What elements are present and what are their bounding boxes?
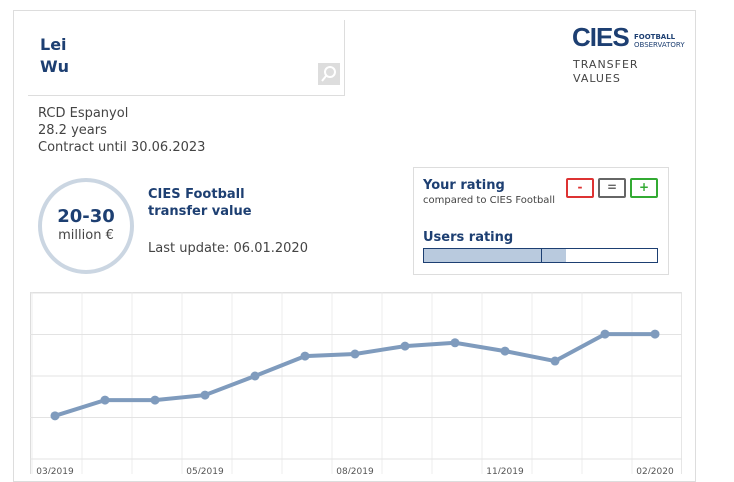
rating-title: Your rating: [423, 178, 505, 193]
x-tick-label: 11/2019: [486, 467, 524, 474]
users-bar: [423, 248, 658, 263]
logo-caption: VALUES: [573, 72, 621, 85]
age: 28.2 years: [38, 123, 107, 138]
point: [550, 356, 560, 366]
x-tick-label: 03/2019: [36, 467, 74, 474]
chart-frame: [30, 292, 682, 474]
rating-button[interactable]: -: [566, 178, 594, 198]
rating-subtitle: compared to CIES Football: [423, 195, 555, 206]
point: [150, 395, 160, 405]
value-circle: [38, 178, 134, 274]
point: [350, 349, 360, 359]
rating-button[interactable]: =: [598, 178, 626, 198]
point: [50, 411, 60, 421]
logo-line: OBSERVATORY: [634, 41, 685, 49]
point: [100, 395, 110, 405]
value-line: [54, 332, 655, 418]
x-tick-label: 05/2019: [186, 467, 224, 474]
search-button[interactable]: [318, 63, 340, 85]
point: [300, 351, 310, 361]
x-tick-label: 08/2019: [336, 467, 374, 474]
users-fill: [424, 249, 567, 262]
point: [650, 329, 660, 339]
logo-caption: TRANSFER: [573, 58, 639, 71]
point: [600, 329, 610, 339]
rating-button[interactable]: +: [630, 178, 658, 198]
x-tick-label: 02/2020: [636, 467, 674, 474]
rating-box: [413, 167, 669, 275]
first-name: Lei: [40, 35, 67, 54]
last-update: Last update: 06.01.2020: [148, 241, 308, 256]
point: [200, 390, 210, 400]
name-box: [28, 20, 345, 96]
users-title: Users rating: [423, 230, 514, 245]
logo-brand: CIES: [572, 22, 630, 52]
point: [450, 338, 460, 348]
logo-line: FOOTBALL: [634, 33, 676, 41]
value-title: CIES Football: [148, 187, 245, 202]
users-marker: [540, 249, 542, 262]
chart: 03/2019 05/2019 08/2019 11/2019 02/2020: [30, 292, 682, 474]
contract: Contract until 30.06.2023: [38, 140, 206, 155]
value-range: 20-30: [57, 206, 115, 227]
club: RCD Espanyol: [38, 106, 129, 121]
value-unit: million €: [58, 228, 114, 243]
point: [500, 346, 510, 356]
value-title: transfer value: [148, 204, 252, 219]
last-name: Wu: [40, 57, 70, 76]
point: [250, 371, 260, 381]
point: [400, 341, 410, 351]
